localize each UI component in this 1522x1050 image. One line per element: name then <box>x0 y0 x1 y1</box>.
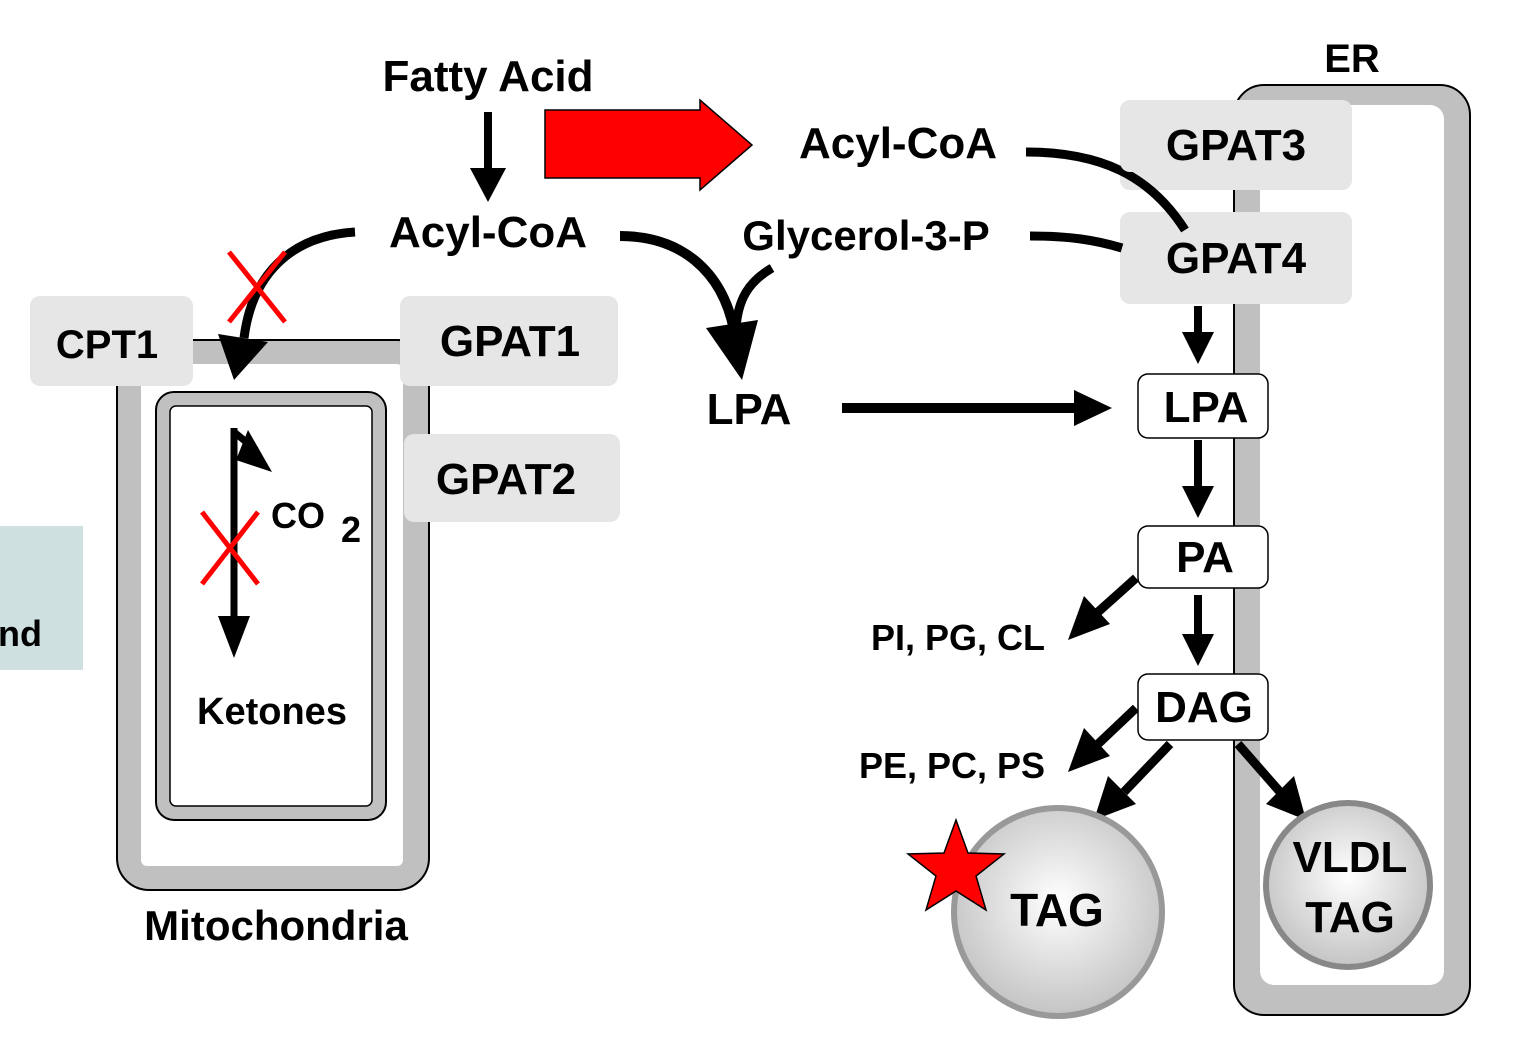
dag-to-vldl-arrow <box>1266 776 1306 820</box>
pa-box-label: PA <box>1176 533 1234 582</box>
vldl-label: VLDL <box>1293 833 1408 882</box>
red-arrow <box>544 98 754 192</box>
pa-to-dag-arrow <box>1182 634 1214 666</box>
ketones-label: Ketones <box>197 691 347 733</box>
dag-box-label: DAG <box>1155 683 1253 732</box>
dag-box <box>1137 673 1269 741</box>
acyl-coa-right-label: Acyl-CoA <box>799 119 997 168</box>
gpat4-to-lpa-arrow <box>1182 332 1214 364</box>
vldl-tag-label: TAG <box>1305 893 1395 942</box>
lpa-box <box>1137 373 1269 439</box>
fatty-acid-label: Fatty Acid <box>382 52 593 101</box>
glycerol-to-lpa-curve <box>731 264 775 329</box>
acyl-coa-to-mito-head <box>218 334 268 380</box>
gpat4-label: GPAT4 <box>1166 234 1307 283</box>
co2-label: CO <box>271 495 325 536</box>
gpat1-box <box>400 296 618 386</box>
gpat4-box <box>1120 212 1352 304</box>
glycerol-to-gpat4-line <box>1029 231 1124 253</box>
co2-subscript: 2 <box>341 509 361 550</box>
glycerol-3-p-label: Glycerol-3-P <box>742 212 989 259</box>
pe-pc-ps-label: PE, PC, PS <box>859 745 1045 786</box>
dag-to-pe-arrow <box>1068 728 1110 772</box>
dag-to-tag-arrow <box>1094 776 1136 820</box>
mitochondria-matrix <box>169 405 373 807</box>
er-membrane-inner <box>1260 105 1444 985</box>
cpt1-label: CPT1 <box>56 323 158 367</box>
gpat3-label: GPAT3 <box>1166 121 1306 170</box>
tag-droplet <box>951 805 1165 1019</box>
pa-box <box>1137 525 1269 589</box>
side-panel <box>0 526 83 670</box>
gpat2-box <box>404 434 620 522</box>
cpt1-box <box>30 296 193 386</box>
block-x-icon <box>227 250 287 324</box>
to-lpa-arrow-head <box>706 320 758 380</box>
pi-pg-cl-label: PI, PG, CL <box>871 617 1045 658</box>
lpa-box-label: LPA <box>1164 383 1249 432</box>
acyl-coa-left-label: Acyl-CoA <box>389 208 587 257</box>
acyl-coa-to-gpat4-curve <box>1025 147 1189 233</box>
gpat2-label: GPAT2 <box>436 455 576 504</box>
block-x-icon <box>200 510 260 586</box>
mitochondria-label: Mitochondria <box>144 902 408 949</box>
co2-arrow-head <box>236 430 272 472</box>
vldl-droplet <box>1263 800 1433 970</box>
beta-oxidation-head <box>218 616 250 658</box>
lpa-to-pa-arrow <box>1182 486 1214 518</box>
lpa-transfer-head <box>1074 390 1112 426</box>
star-icon <box>905 817 1007 912</box>
tag-label: TAG <box>1010 884 1104 936</box>
acyl-coa-to-lpa-curve <box>619 231 739 332</box>
lpa-free-label: LPA <box>707 385 792 434</box>
er-label: ER <box>1324 37 1380 81</box>
side-panel-text: nd <box>0 613 42 654</box>
gpat1-label: GPAT1 <box>440 317 580 366</box>
pa-to-pi-arrow <box>1068 596 1110 640</box>
fatty-acid-arrow-head <box>470 168 506 202</box>
